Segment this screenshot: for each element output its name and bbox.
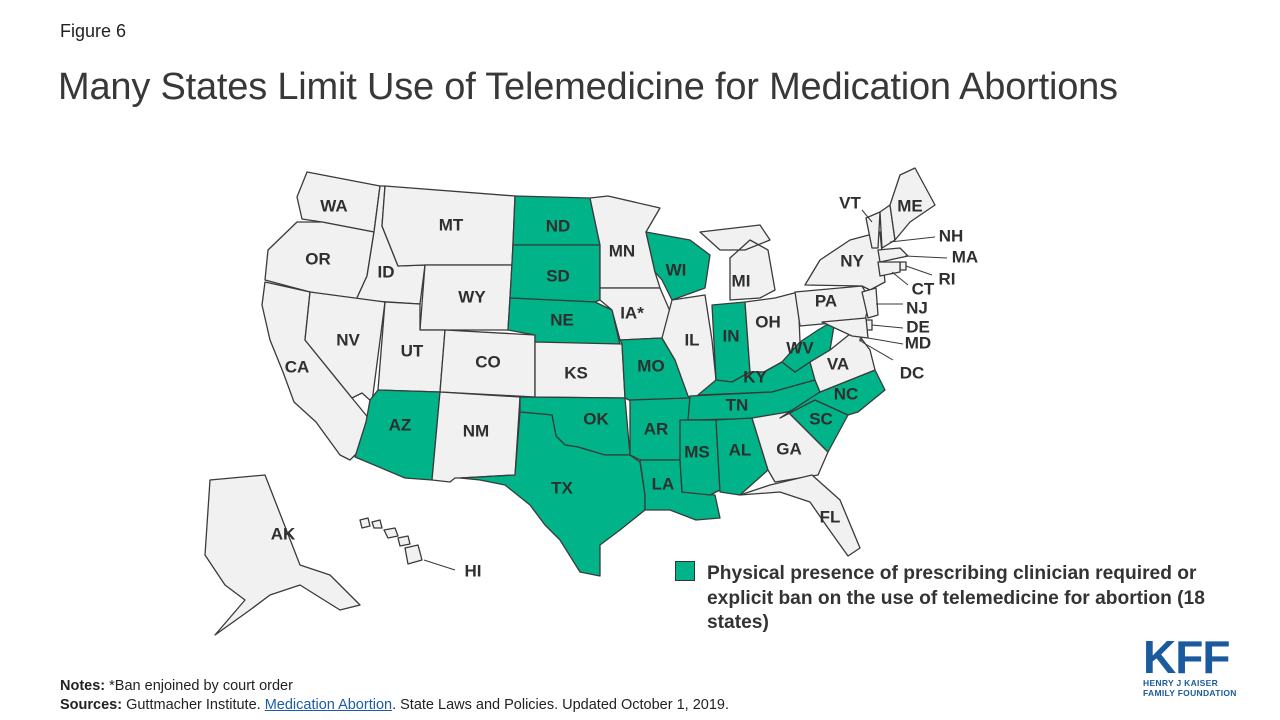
leader-line-dc — [861, 341, 894, 361]
state-label-pa: PA — [815, 291, 837, 310]
state-label-nj: NJ — [906, 298, 928, 317]
state-wi — [645, 231, 711, 301]
state-al — [715, 417, 769, 496]
state-label-nd: ND — [546, 216, 571, 235]
state-label-ar: AR — [644, 419, 669, 438]
state-label-de: DE — [906, 317, 930, 336]
leader-line-md — [867, 337, 904, 345]
state-nj — [861, 287, 879, 319]
sources-label: Sources: — [60, 697, 123, 713]
state-label-hi: HI — [465, 561, 482, 580]
state-label-mt: MT — [439, 215, 464, 234]
logo-wordmark: KFF — [1143, 631, 1230, 683]
state-ma — [877, 247, 909, 263]
state-label-co: CO — [475, 352, 501, 371]
state-label-dc: DC — [900, 363, 925, 382]
state-fl — [739, 474, 861, 557]
state-label-md: MD — [905, 333, 931, 352]
leader-line-ri — [905, 265, 933, 276]
leader-line-nh — [889, 236, 936, 243]
leader-line-ct — [891, 271, 909, 286]
state-label-wi: WI — [666, 260, 687, 279]
state-label-ok: OK — [583, 409, 609, 428]
state-label-wy: WY — [458, 287, 486, 306]
state-label-or: OR — [305, 249, 331, 268]
leader-line-ma — [904, 255, 948, 259]
state-label-id: ID — [378, 262, 395, 281]
notes: Notes: *Ban enjoined by court order Sour… — [60, 677, 729, 715]
logo-line-1: HENRY J KAISER — [1143, 678, 1219, 688]
state-label-ms: MS — [684, 442, 710, 461]
leader-line-de — [871, 324, 904, 329]
state-wv — [781, 319, 836, 373]
state-ak — [204, 474, 361, 636]
leader-line-vt — [861, 209, 873, 223]
state-label-tx: TX — [551, 478, 573, 497]
state-ct — [877, 261, 901, 277]
kff-logo: KFF HENRY J KAISER FAMILY FOUNDATION — [1143, 631, 1237, 698]
state-label-wv: WV — [786, 338, 814, 357]
state-label-nv: NV — [336, 330, 360, 349]
state-tx — [459, 411, 646, 577]
state-label-ky: KY — [743, 367, 767, 386]
state-label-vt: VT — [839, 193, 861, 212]
state-ri — [899, 261, 907, 271]
state-label-al: AL — [729, 440, 752, 459]
state-vt — [865, 211, 881, 249]
state-sd — [509, 244, 601, 303]
state-label-la: LA — [652, 474, 675, 493]
state-label-fl: FL — [820, 507, 841, 526]
sources-text-2: . State Laws and Policies. Updated Octob… — [392, 697, 730, 713]
leader-line-hi — [423, 559, 456, 571]
state-label-ia: IA* — [620, 303, 644, 322]
state-label-il: IL — [684, 330, 699, 349]
state-label-ny: NY — [840, 251, 864, 270]
state-label-ct: CT — [912, 279, 935, 298]
legend-swatch — [675, 561, 695, 581]
medication-abortion-link[interactable]: Medication Abortion — [264, 697, 393, 713]
state-va — [809, 329, 876, 393]
state-label-sd: SD — [546, 266, 570, 285]
state-nm — [431, 391, 521, 483]
state-az — [354, 389, 441, 481]
state-label-ne: NE — [550, 310, 574, 329]
state-label-tn: TN — [726, 395, 749, 414]
state-label-sc: SC — [809, 409, 833, 428]
figure-label: Figure 6 — [60, 21, 127, 41]
notes-label: Notes: — [60, 678, 106, 694]
state-label-va: VA — [827, 354, 849, 373]
state-hi — [359, 517, 423, 565]
state-label-me: ME — [897, 196, 923, 215]
state-label-mi: MI — [732, 271, 751, 290]
state-label-nh: NH — [939, 226, 964, 245]
notes-line: Notes: *Ban enjoined by court order — [60, 677, 729, 696]
state-label-ga: GA — [776, 439, 802, 458]
state-label-ks: KS — [564, 363, 588, 382]
state-label-in: IN — [723, 326, 740, 345]
state-dc — [859, 338, 863, 342]
state-label-az: AZ — [389, 415, 412, 434]
state-label-ma: MA — [952, 247, 978, 266]
state-label-ca: CA — [285, 357, 310, 376]
state-label-nc: NC — [834, 384, 859, 403]
page-title: Many States Limit Use of Telemedicine fo… — [58, 66, 1118, 108]
state-mi — [699, 224, 776, 301]
state-label-mo: MO — [637, 356, 664, 375]
state-label-ut: UT — [401, 341, 424, 360]
sources-text-1: Guttmacher Institute. — [122, 697, 265, 713]
logo-line-2: FAMILY FOUNDATION — [1143, 688, 1237, 698]
legend-text: Physical presence of prescribing clinici… — [707, 563, 1205, 633]
state-label-ak: AK — [271, 524, 296, 543]
notes-text: *Ban enjoined by court order — [105, 678, 293, 694]
state-me — [889, 167, 936, 241]
state-label-ri: RI — [939, 269, 956, 288]
state-label-mn: MN — [609, 241, 635, 260]
state-label-wa: WA — [320, 196, 347, 215]
state-label-oh: OH — [755, 312, 781, 331]
sources-line: Sources: Guttmacher Institute. Medicatio… — [60, 696, 729, 715]
state-label-nm: NM — [463, 421, 489, 440]
